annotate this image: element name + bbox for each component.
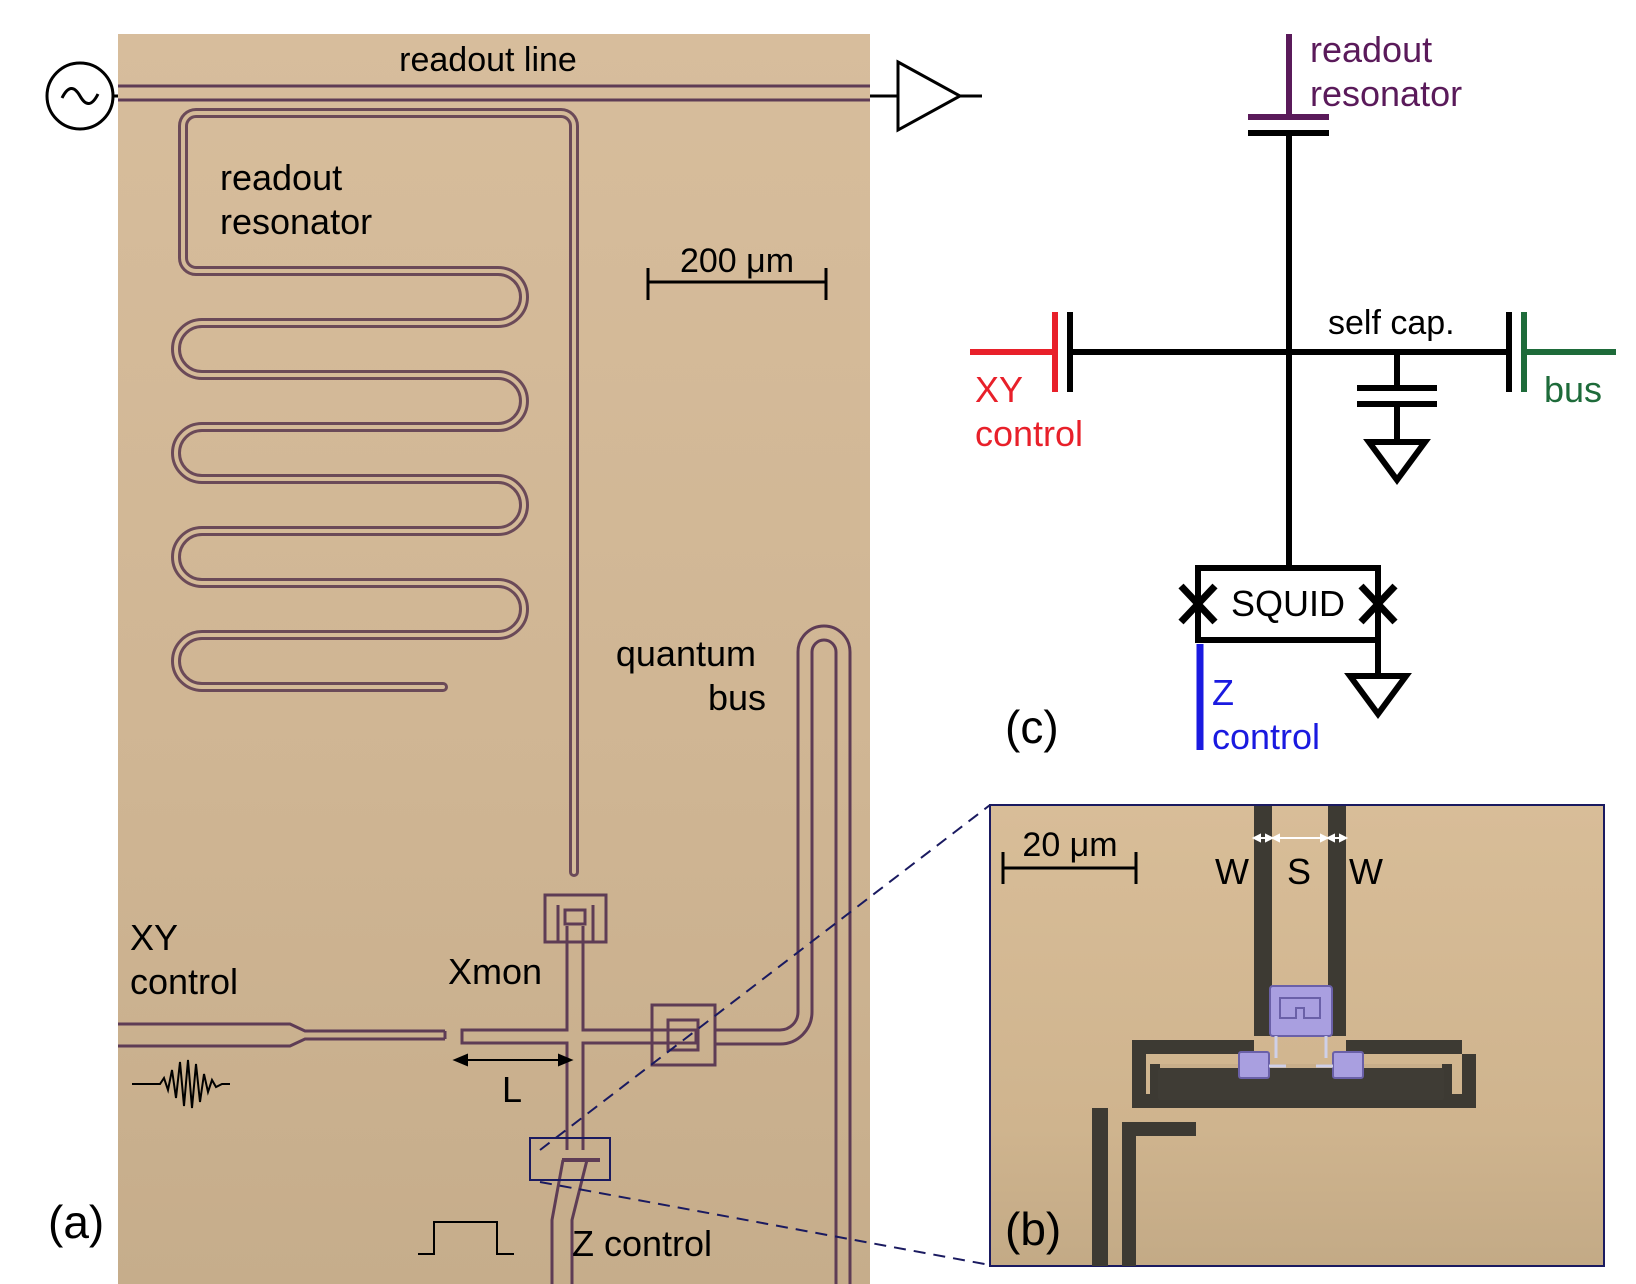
readout-resonator-meander: [171, 108, 579, 877]
squid-loop-bottom: [1158, 1068, 1444, 1100]
xy-control-line: [118, 1022, 447, 1048]
xy-control-label-line1: XY: [975, 369, 1023, 410]
w-right-label: W: [1349, 851, 1383, 892]
signal-source-icon: [45, 61, 118, 131]
xmon-arm-trace: [1254, 806, 1346, 1036]
scale-bar-200um: [646, 268, 828, 300]
xy-control-label-line2: control: [975, 413, 1083, 454]
xy-pulse-waveform-icon: [132, 1059, 230, 1109]
quantum-bus-label-line2: bus: [708, 677, 766, 718]
z-pulse-waveform-icon: [418, 1221, 514, 1255]
panel-b: W S W 20 μm (b): [989, 804, 1605, 1267]
readout-resonator-label: readout resonator: [1310, 29, 1462, 114]
readout-resonator-label-line1: readout: [1310, 29, 1432, 70]
chip-micrograph-background: [118, 34, 870, 1284]
readout-resonator-label-line1: readout: [220, 157, 342, 198]
z-control-label-line1: Z: [1212, 672, 1234, 713]
quantum-bus-label: quantum bus: [616, 633, 766, 718]
squid-label: SQUID: [1231, 583, 1345, 624]
readout-line-label: readout line: [399, 41, 577, 79]
ground-icon: [1344, 673, 1412, 720]
panel-a: 200 μm readout line readout resonator qu…: [48, 34, 870, 1284]
readout-resonator-label-line2: resonator: [1310, 73, 1462, 114]
panel-b-label: (b): [1005, 1203, 1061, 1255]
scale-bar-label: 200 μm: [680, 242, 794, 280]
junction-pad-left: [1238, 1051, 1270, 1079]
z-control-label-line2: control: [1212, 716, 1320, 757]
readout-line: [118, 84, 870, 102]
panel-c-label: (c): [1005, 701, 1059, 753]
xy-control-label-line1: XY: [130, 917, 178, 958]
amplifier-icon: [870, 59, 982, 133]
xy-control-label: XY control: [975, 369, 1083, 454]
z-control-line-end: [1092, 1108, 1196, 1266]
length-label: L: [502, 1069, 522, 1110]
self-cap-label: self cap.: [1328, 304, 1455, 342]
s-label: S: [1287, 851, 1311, 892]
zoom-lines: [539, 804, 991, 1266]
junction-pad-pattern: [1279, 997, 1321, 1019]
ground-icon: [1363, 439, 1431, 486]
w-left-label: W: [1215, 851, 1249, 892]
josephson-junction-right-icon: [1358, 583, 1398, 625]
z-control-label: Z control: [572, 1223, 712, 1264]
xy-control-capacitor: [970, 312, 1073, 392]
inset-marker: [529, 1137, 611, 1181]
readout-resonator-label-line2: resonator: [220, 201, 372, 242]
quantum-bus-label-line1: quantum: [616, 633, 756, 674]
josephson-junction-left-icon: [1178, 583, 1218, 625]
scale-bar-label: 20 μm: [1022, 826, 1117, 864]
xy-control-label: XY control: [130, 917, 238, 1002]
panel-c: SQUID readout resonator XY control self …: [970, 29, 1616, 757]
quantum-bus-line: [715, 624, 852, 1284]
readout-resonator-capacitor: [1248, 34, 1329, 120]
junction-pad-right: [1332, 1051, 1364, 1079]
scale-bar-20um: [1001, 852, 1138, 884]
panel-a-label: (a): [48, 1196, 104, 1248]
bus-label: bus: [1544, 369, 1602, 410]
z-control-label: Z control: [1212, 672, 1320, 757]
readout-resonator-label: readout resonator: [220, 157, 372, 242]
xmon-label: Xmon: [448, 951, 542, 992]
bus-capacitor: [1506, 312, 1616, 392]
xy-control-label-line2: control: [130, 961, 238, 1002]
wsw-dimension-arrows: [1251, 833, 1349, 843]
junction-wires: [1269, 1036, 1333, 1068]
self-capacitance: [1357, 352, 1437, 442]
length-dimension-arrow: [452, 1053, 574, 1067]
bus-coupler-box: [650, 1003, 717, 1067]
readout-coupler-claw: [543, 893, 608, 944]
